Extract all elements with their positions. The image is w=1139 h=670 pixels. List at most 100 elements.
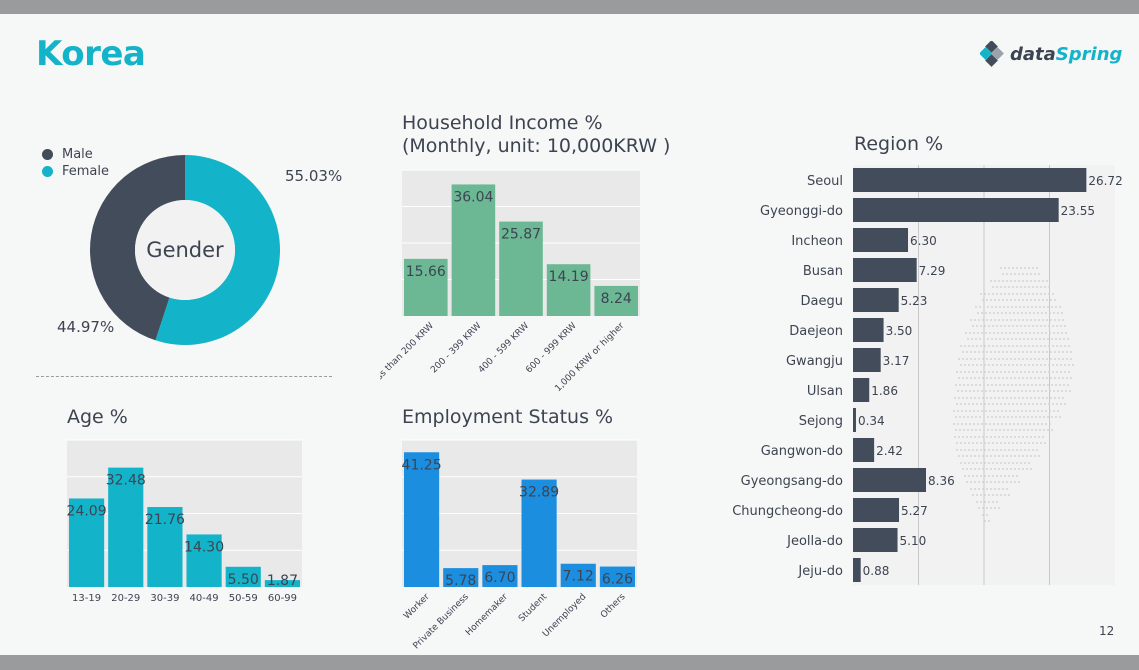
map-dot	[962, 436, 964, 438]
map-dot	[984, 293, 986, 295]
map-dot	[982, 358, 984, 360]
logo-wordmark: dataSpring	[1010, 44, 1122, 65]
map-dot	[1049, 390, 1051, 392]
map-dot	[992, 449, 994, 451]
map-dot	[971, 416, 973, 418]
map-dot	[991, 429, 993, 431]
tick-label: Jeju-do	[797, 564, 843, 579]
map-dot	[1053, 312, 1055, 314]
bar	[404, 452, 440, 587]
map-dot	[1070, 351, 1072, 353]
map-dot	[1000, 462, 1002, 464]
map-dot	[1003, 306, 1005, 308]
map-dot	[1052, 293, 1054, 295]
map-dot	[1020, 293, 1022, 295]
map-dot	[991, 384, 993, 386]
map-dot	[976, 449, 978, 451]
legend-label-female: Female	[62, 164, 110, 179]
map-dot	[975, 306, 977, 308]
map-dot	[976, 494, 978, 496]
map-dot	[974, 488, 976, 490]
map-dot	[1008, 286, 1010, 288]
map-dot	[1028, 403, 1030, 405]
map-dot	[1066, 377, 1068, 379]
map-dot	[1002, 488, 1004, 490]
map-dot	[1010, 377, 1012, 379]
map-dot	[968, 442, 970, 444]
map-dot	[1064, 325, 1066, 327]
map-dot	[1058, 351, 1060, 353]
map-dot	[1070, 377, 1072, 379]
map-dot	[1018, 377, 1020, 379]
map-dot	[1048, 403, 1050, 405]
map-dot	[1015, 306, 1017, 308]
map-dot	[1009, 423, 1011, 425]
map-dot	[1010, 280, 1012, 282]
map-dot	[1017, 332, 1019, 334]
map-dot	[1068, 364, 1070, 366]
data-label: 0.34	[858, 414, 885, 428]
male-percent-label: 44.97%	[57, 318, 114, 336]
map-dot	[1011, 306, 1013, 308]
map-dot	[980, 501, 982, 503]
tick-label: Chungcheong-do	[732, 504, 843, 519]
map-dot	[1008, 403, 1010, 405]
map-dot	[1008, 371, 1010, 373]
map-dot	[963, 416, 965, 418]
map-dot	[992, 403, 994, 405]
map-dot	[1000, 442, 1002, 444]
bar	[443, 568, 479, 587]
map-dot	[1014, 436, 1016, 438]
map-dot	[1034, 358, 1036, 360]
map-dot	[1033, 332, 1035, 334]
map-dot	[972, 462, 974, 464]
map-dot	[1014, 358, 1016, 360]
map-dot	[959, 429, 961, 431]
map-dot	[1033, 410, 1035, 412]
map-dot	[961, 410, 963, 412]
map-dot	[1023, 384, 1025, 386]
map-dot	[1002, 455, 1004, 457]
map-dot	[1031, 416, 1033, 418]
map-dot	[996, 286, 998, 288]
map-dot	[978, 358, 980, 360]
bar	[853, 198, 1059, 222]
map-dot	[1019, 306, 1021, 308]
map-dot	[966, 436, 968, 438]
map-dot	[1010, 397, 1012, 399]
map-dot	[1004, 494, 1006, 496]
map-dot	[1012, 442, 1014, 444]
map-dot	[984, 364, 986, 366]
map-dot	[1027, 338, 1029, 340]
map-dot	[960, 371, 962, 373]
map-dot	[976, 442, 978, 444]
map-dot	[1067, 384, 1069, 386]
map-dot	[975, 429, 977, 431]
map-dot	[1004, 462, 1006, 464]
map-dot	[1061, 390, 1063, 392]
map-dot	[1001, 312, 1003, 314]
bar	[853, 168, 1087, 192]
map-dot	[972, 371, 974, 373]
map-dot	[1007, 338, 1009, 340]
map-dot	[970, 397, 972, 399]
map-dot	[982, 299, 984, 301]
map-dot	[978, 507, 980, 509]
map-dot	[1028, 345, 1030, 347]
map-dot	[988, 520, 990, 522]
map-dot	[982, 351, 984, 353]
tick-label: 50-59	[229, 593, 258, 604]
map-dot	[1036, 267, 1038, 269]
bar	[853, 528, 898, 552]
map-dot	[996, 325, 998, 327]
data-label: 8.24	[601, 291, 632, 307]
map-dot	[972, 494, 974, 496]
map-dot	[992, 462, 994, 464]
map-dot	[976, 501, 978, 503]
tick-label: Daegu	[801, 294, 843, 309]
map-dot	[986, 436, 988, 438]
map-dot	[998, 455, 1000, 457]
data-label: 0.88	[863, 564, 890, 578]
map-dot	[1035, 416, 1037, 418]
map-dot	[998, 397, 1000, 399]
